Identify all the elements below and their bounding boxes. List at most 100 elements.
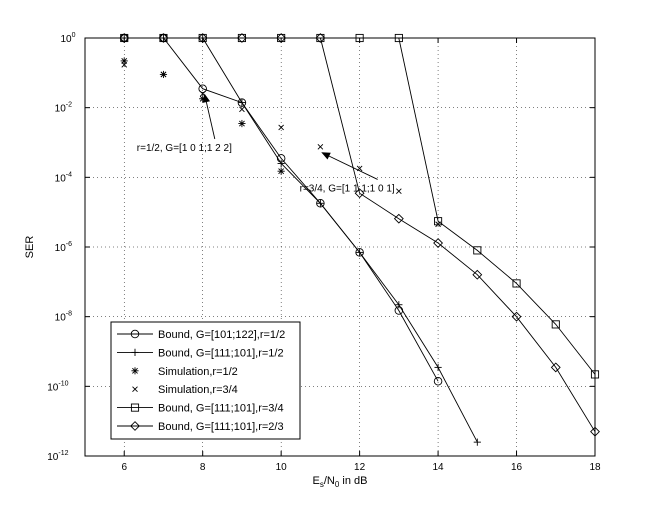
data-point [120, 57, 128, 65]
marker-square [434, 217, 443, 226]
y-tick-label: 10-2 [55, 102, 72, 115]
annotation-arrow-head [321, 152, 331, 160]
data-point [472, 269, 483, 280]
legend-entry-5: Bound, G=[111;101],r=3/4 [117, 403, 284, 415]
y-tick-label: 10-12 [47, 450, 68, 463]
marker-circle [355, 248, 364, 257]
data-point [356, 248, 364, 256]
legend-marker [131, 348, 139, 356]
data-point [198, 84, 207, 93]
data-point [238, 119, 246, 128]
data-point [393, 213, 404, 224]
y-tick-label: 10-6 [55, 241, 72, 254]
annotations: r=1/2, G=[1 0 1;1 2 2] r=3/4, G=[1 1 1;1 … [137, 93, 395, 194]
marker-circle [130, 329, 140, 339]
data-point [512, 279, 521, 288]
data-point [316, 199, 325, 208]
data-point [277, 159, 285, 168]
data-point [121, 61, 128, 68]
annotation-label: r=3/4, G=[1 1 1;1 0 1] [300, 183, 395, 194]
marker-square [473, 246, 482, 255]
marker-circle [316, 199, 325, 208]
data-point [433, 376, 443, 386]
legend-marker [131, 367, 139, 375]
data-point [551, 320, 560, 329]
annotation-label: r=1/2, G=[1 0 1;1 2 2] [137, 143, 232, 154]
legend-label: Simulation,r=1/2 [158, 366, 238, 378]
data-point [160, 71, 167, 78]
x-tick-label: 8 [200, 462, 206, 473]
x-tick-label: 18 [589, 462, 601, 473]
annotation-arrow-line [204, 94, 216, 140]
marker-diamond [354, 188, 365, 199]
marker-x-b [132, 386, 138, 393]
series-4 [121, 61, 441, 228]
x-tick-label: 10 [276, 462, 288, 473]
data-point [354, 188, 365, 199]
data-point [434, 363, 442, 371]
y-axis-label: SER [24, 236, 36, 259]
marker-diamond [158, 33, 169, 43]
legend-label: Bound, G=[111;101],r=2/3 [158, 421, 284, 433]
data-point [355, 248, 364, 257]
data-point [277, 167, 285, 175]
x-tick-label: 14 [433, 462, 445, 473]
data-point [550, 362, 561, 373]
marker-diamond [472, 269, 483, 280]
x-axis-label: Es/N0 in dB [313, 475, 368, 489]
y-tick-label: 100 [60, 32, 75, 45]
marker-circle [237, 98, 247, 107]
annotation-1: r=1/2, G=[1 0 1;1 2 2] [137, 93, 232, 154]
x-tick-label: 12 [354, 462, 366, 473]
annotation-arrow-head [202, 93, 211, 103]
data-point [396, 188, 402, 195]
y-tick-label: 10-4 [55, 171, 72, 184]
data-point [473, 438, 481, 446]
marker-circle [433, 376, 443, 386]
legend-entry-4: Simulation,r=3/4 [132, 384, 238, 396]
x-tick-label: 6 [121, 462, 127, 473]
marker-diamond [130, 421, 140, 431]
legend-label: Bound, G=[111;101],r=3/4 [158, 403, 284, 415]
marker-x-b [317, 144, 324, 150]
legend-entry-3: Simulation,r=1/2 [131, 366, 238, 378]
legend-label: Bound, G=[111;101],r=1/2 [158, 347, 284, 359]
marker-diamond [550, 362, 561, 373]
x-tick-labels: 6 8 10 12 14 16 18 [121, 38, 601, 473]
data-point [473, 246, 482, 255]
y-tick-label: 10-8 [55, 311, 72, 324]
legend-entry-6: Bound, G=[111;101],r=2/3 [117, 421, 284, 433]
marker-square [130, 403, 140, 412]
marker-circle [198, 84, 207, 93]
y-tick-label: 10-10 [47, 380, 68, 393]
data-point [317, 144, 324, 150]
legend-marker [130, 329, 140, 339]
data-point [278, 124, 284, 131]
data-point [316, 199, 324, 207]
marker-x-b [239, 106, 245, 113]
legend-entry-1: Bound, G=[101;122],r=1/2 [117, 329, 285, 341]
marker-square [551, 320, 560, 329]
legend-label: Bound, G=[101;122],r=1/2 [158, 329, 285, 341]
y-tick-labels: 100 10-2 10-4 10-6 10-8 10-10 10-12 [47, 32, 595, 463]
data-point [238, 98, 246, 107]
legend-box [110, 321, 301, 440]
data-point [158, 33, 169, 43]
marker-square [512, 279, 521, 288]
legend-entry-2: Bound, G=[111;101],r=1/2 [117, 347, 284, 359]
data-point [434, 217, 443, 226]
marker-diamond [315, 33, 326, 43]
data-point [315, 33, 326, 43]
data-point [239, 106, 245, 113]
data-point [511, 311, 522, 322]
marker-x-b [199, 90, 206, 97]
data-point [395, 301, 403, 309]
marker-x-b [121, 61, 128, 68]
marker-x-b [278, 124, 284, 131]
data-point [433, 238, 444, 248]
annotation-2: r=3/4, G=[1 1 1;1 0 1] [300, 152, 395, 194]
marker-diamond [393, 213, 404, 224]
marker-diamond [511, 311, 522, 322]
data-point [236, 33, 247, 43]
